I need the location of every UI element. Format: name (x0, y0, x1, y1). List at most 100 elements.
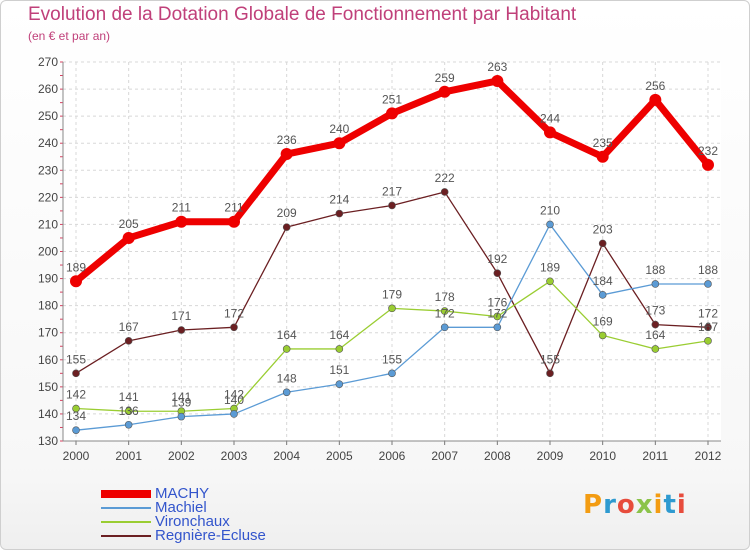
data-label: 148 (277, 371, 297, 385)
data-point (491, 74, 504, 87)
legend-label: MACHY (155, 485, 210, 502)
data-label: 256 (645, 79, 665, 93)
y-tick-label: 140 (38, 407, 58, 421)
x-tick-label: 2012 (695, 449, 722, 463)
data-point (70, 275, 82, 288)
data-point (280, 148, 293, 161)
data-label: 263 (487, 60, 507, 74)
logo-letter: x (635, 490, 654, 520)
data-label: 167 (698, 320, 718, 334)
data-point (440, 307, 449, 315)
data-point (544, 126, 556, 139)
y-tick-label: 220 (38, 190, 58, 204)
data-label: 217 (382, 184, 402, 198)
data-point (649, 93, 662, 106)
data-label: 211 (172, 201, 191, 215)
logo-letter: o (616, 490, 636, 520)
logo-letter: r (603, 490, 617, 520)
chart-subtitle: (en € et par an) (28, 29, 111, 43)
data-point (335, 209, 344, 218)
data-label: 142 (66, 388, 86, 402)
data-point (546, 220, 554, 229)
y-tick-label: 260 (38, 82, 58, 96)
y-tick-label: 180 (38, 299, 58, 313)
data-point (124, 407, 133, 416)
proxiti-logo: Proxiti (583, 490, 687, 520)
data-point (333, 137, 346, 150)
legend-item: Regnière-Ecluse (101, 527, 361, 544)
data-point (177, 412, 186, 421)
data-label: 171 (171, 309, 191, 323)
data-label: 167 (119, 320, 139, 334)
data-point (493, 269, 502, 277)
x-tick-label: 2010 (589, 449, 616, 463)
data-point (546, 369, 554, 378)
data-label: 251 (382, 92, 402, 106)
data-label: 164 (329, 328, 349, 342)
data-point (230, 323, 238, 332)
data-label: 178 (435, 290, 455, 304)
data-label: 169 (593, 314, 613, 328)
data-point (177, 326, 186, 334)
x-tick-label: 2006 (379, 449, 406, 463)
data-label: 164 (645, 328, 665, 342)
data-label: 189 (66, 260, 86, 274)
data-point (72, 404, 80, 413)
data-point (704, 337, 712, 345)
data-label: 172 (435, 306, 455, 320)
data-point (386, 107, 398, 120)
data-label: 192 (487, 252, 507, 266)
legend-swatch (101, 490, 151, 498)
data-label: 209 (277, 206, 297, 220)
y-tick-label: 230 (38, 163, 58, 177)
data-point (388, 304, 396, 313)
data-label: 211 (224, 201, 243, 215)
legend-label: Vironchaux (155, 513, 230, 530)
data-label: 173 (645, 304, 665, 318)
data-point (596, 150, 609, 163)
data-label: 176 (487, 295, 507, 309)
y-tick-label: 200 (38, 245, 58, 259)
data-label: 172 (224, 306, 244, 320)
x-tick-label: 2002 (168, 449, 195, 463)
data-label: 139 (171, 396, 191, 410)
legend-swatch (101, 535, 151, 537)
data-label: 179 (382, 287, 402, 301)
data-point (124, 420, 133, 429)
y-tick-label: 270 (38, 55, 58, 69)
x-tick-label: 2001 (115, 449, 142, 463)
data-point (546, 277, 554, 286)
data-label: 172 (698, 306, 718, 320)
data-point (228, 215, 240, 228)
legend-label: Regnière-Ecluse (155, 527, 266, 544)
legend-swatch (101, 507, 151, 509)
data-point (388, 369, 396, 378)
data-label: 155 (66, 352, 86, 366)
data-label: 142 (224, 388, 244, 402)
chart-title: Evolution de la Dotation Globale de Fonc… (28, 4, 577, 25)
data-point (230, 410, 238, 418)
legend-item: Vironchaux (101, 513, 361, 530)
data-point (651, 345, 660, 353)
data-label: 214 (329, 193, 349, 207)
data-label: 188 (698, 263, 718, 277)
data-point (440, 323, 449, 332)
data-point (598, 291, 607, 299)
logo-letter: i (676, 490, 687, 520)
data-point (282, 388, 291, 397)
data-point (72, 426, 80, 434)
data-label: 205 (119, 217, 139, 231)
data-point (704, 280, 712, 288)
logo-letter: i (653, 490, 664, 520)
data-label: 189 (540, 260, 560, 274)
data-label: 172 (487, 306, 507, 320)
data-label: 203 (593, 222, 613, 236)
data-point (282, 223, 291, 231)
data-label: 151 (329, 363, 349, 377)
data-point (175, 215, 188, 228)
x-tick-label: 2004 (273, 449, 300, 463)
y-tick-label: 170 (38, 326, 58, 340)
data-label: 259 (435, 71, 455, 85)
